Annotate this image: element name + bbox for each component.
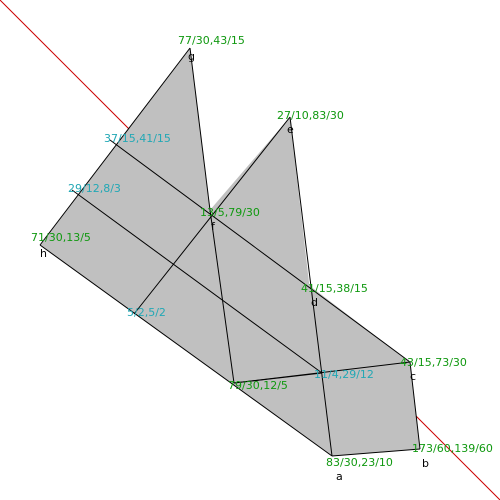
vertex-label-f: f: [211, 220, 216, 233]
coord-label-p2: 29/12,8/3: [68, 182, 121, 195]
vertex-label-d: d: [311, 296, 318, 309]
coord-label-h: 71/30,13/5: [31, 231, 91, 244]
edge-h-g: [39, 47, 191, 246]
coord-label-p3: 5/2,5/2: [127, 306, 166, 319]
coord-label-a: 83/30,23/10: [326, 456, 393, 469]
edge-e-a: [289, 116, 333, 457]
edge-g-f: [189, 47, 211, 211]
vertex-label-h: h: [40, 247, 47, 260]
edge-f-p4: [209, 209, 235, 384]
coord-label-e: 27/10,83/30: [277, 109, 344, 122]
edge-p2-p5: [71, 189, 323, 374]
vertex-label-e: e: [287, 123, 294, 136]
coord-label-p4: 79/30,12/5: [228, 379, 288, 392]
vertex-label-b: b: [422, 457, 429, 470]
vertex-label-g: g: [188, 50, 195, 63]
lower-slab-fill: [40, 210, 410, 456]
coord-label-f: 13/5,79/30: [200, 206, 260, 219]
coord-label-g: 77/30,43/15: [178, 34, 245, 47]
edge-group: [39, 47, 421, 457]
edge-p5-p4: [233, 372, 323, 384]
coord-label-c: 43/15,73/30: [400, 356, 467, 369]
edge-p3-e: [133, 116, 291, 315]
vertex-label-c: c: [410, 370, 416, 383]
coord-label-d: 41/15,38/15: [301, 282, 368, 295]
vertex-label-a: a: [336, 470, 343, 483]
edge-h-a: [39, 244, 333, 457]
coord-label-p5: 11/4,29/12: [314, 368, 374, 381]
edge-b-c: [409, 361, 421, 450]
edge-p1-c: [109, 139, 411, 363]
coord-label-b: 173/60,139/60: [412, 442, 493, 455]
edge-a-b: [331, 448, 421, 457]
coord-label-p1: 37/15,41/15: [104, 132, 171, 145]
